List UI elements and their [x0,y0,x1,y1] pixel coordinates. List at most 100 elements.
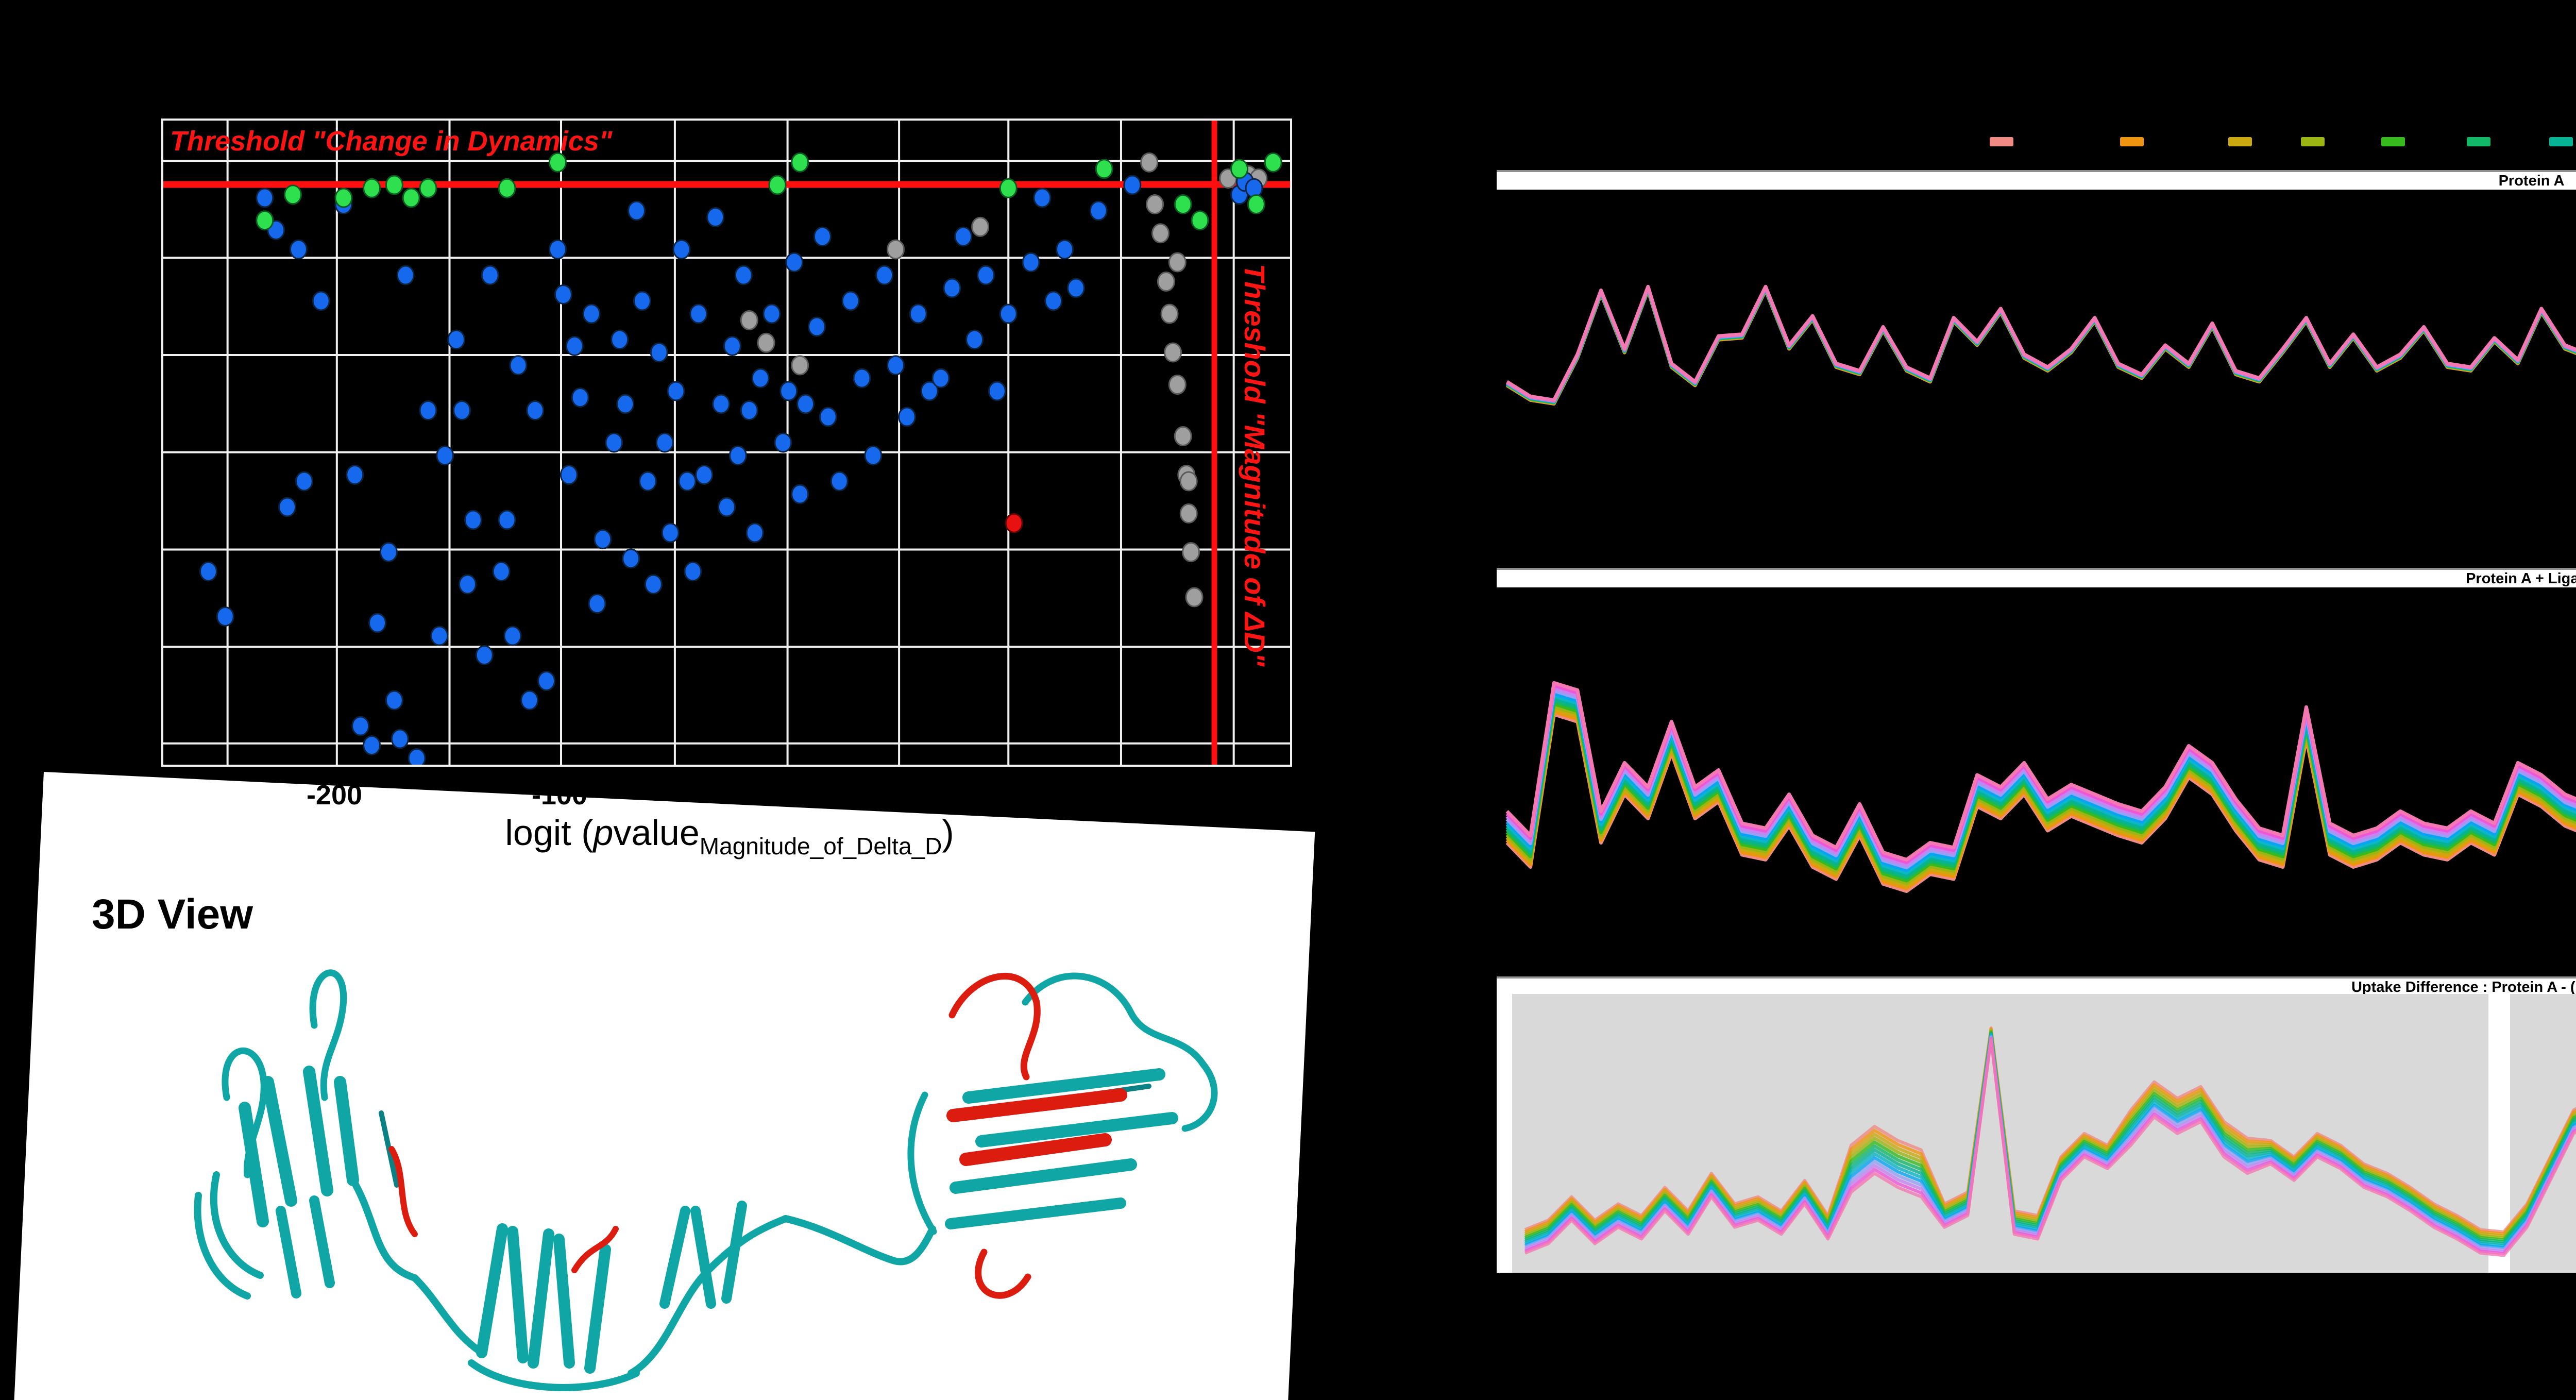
scatter-point-gray [1164,342,1182,363]
scatter-point-green [1095,159,1113,179]
scatter-point-blue [622,548,640,569]
volcano-svg [163,121,1290,765]
legend-timepoint-swatch [1990,137,2013,146]
scatter-point-blue [723,336,741,356]
legend-timepoint-swatch [2120,137,2144,146]
scatter-point-blue [633,291,651,311]
scatter-point-blue [661,522,680,543]
panel-c-titlebar: Uptake Difference : Protein A - (Protein… [1497,976,2576,996]
scatter-point-blue [520,690,539,711]
scatter-point-blue [875,265,894,285]
legend-timepoint-swatch [2467,137,2490,146]
scatter-point-blue [1066,278,1085,298]
panel-a-titlebar: Protein A [1497,170,2576,190]
protein-ribbon-segment [721,1201,747,1304]
scatter-point-blue [594,529,612,549]
scatter-point-blue [391,729,409,749]
scatter-point-blue [503,626,522,646]
scatter-point-blue [278,497,297,517]
protein-ribbon-segment [690,1206,716,1309]
scatter-point-green [334,188,353,208]
scatter-point-blue [740,400,758,420]
scatter-point-blue [419,400,437,420]
scatter-point-blue [807,316,826,337]
uptake-line [1506,287,2576,404]
uptake-line [1506,288,2576,405]
scatter-point-blue [509,355,528,376]
protein-ribbon-segment [309,969,347,1101]
scatter-point-blue [655,432,674,453]
scatter-point-gray [1179,503,1198,524]
scatter-point-blue [667,381,685,401]
protein-ribbon-segment [1022,972,1207,1068]
scatter-point-gray [1157,272,1175,292]
scatter-point-blue [864,445,883,466]
scatter-point-green [1247,194,1265,214]
uptake-line [1505,681,2576,862]
scatter-point-blue [560,465,578,485]
protein-ribbon-segment [907,1091,937,1235]
protein-ribbon-segment [528,1228,554,1369]
scatter-point-blue [650,342,668,363]
x-tick-neg100: -100 [531,780,588,811]
scatter-point-blue [1089,200,1108,221]
scatter-point-blue [841,291,860,311]
uptake-line [1506,288,2576,406]
protein-ribbon-segment [962,1068,1165,1104]
protein-ribbon-segment [388,1146,418,1237]
scatter-point-green [402,188,420,208]
scatter-point-green [768,175,787,195]
scatter-point-green [419,178,437,198]
scatter-point-blue [447,329,466,350]
uptake-line [1506,286,2576,403]
scatter-point-blue [346,465,364,485]
uptake-line [1506,288,2576,406]
scatter-point-gray [1160,303,1179,324]
uptake-line [1506,285,2576,403]
protein-ribbon-segment [1181,1060,1218,1132]
scatter-point-red [1005,513,1023,533]
axis-title-prefix: logit ( [505,813,594,853]
protein-ribbon-segment [945,1197,1126,1229]
scatter-point-green [498,178,516,198]
scatter-point-gray [1174,426,1192,446]
uptake-line [1524,1038,2576,1257]
protein-ribbon-segment [210,1171,264,1279]
scatter-point-gray [1140,152,1159,173]
scatter-point-blue [368,613,387,633]
scatter-point-gray [1168,252,1187,273]
scatter-point-green [284,184,302,205]
protein-ribbon-segment [334,1076,359,1186]
scatter-point-blue [819,407,837,427]
scatter-point-blue [430,626,449,646]
scatter-point-blue [1022,252,1040,273]
scatter-point-blue [605,432,623,453]
scatter-point-gray [740,310,758,330]
legend-timepoint-swatch [2228,137,2252,146]
panel-b-titlebar: Protein A + Ligand [1497,568,2576,587]
scatter-point-gray [971,216,990,237]
scatter-point-blue [216,606,234,627]
protein-ribbon-segment [276,1206,301,1298]
protein-ribbon-segment [476,1223,508,1358]
scatter-point-blue [644,574,663,595]
scatter-point-blue [199,561,217,582]
scatter-point-blue [734,265,753,285]
scatter-point-blue [965,329,984,350]
scatter-point-blue [745,522,764,543]
protein-ribbon-segment [584,1244,611,1374]
scatter-point-blue [887,355,905,376]
scatter-point-blue [909,303,927,324]
scatter-point-blue [616,394,635,414]
scatter-point-gray [1146,194,1164,214]
scatter-point-green [791,152,809,173]
scatter-point-blue [351,716,370,736]
protein-ribbon-segment [948,973,1041,1081]
scatter-point-blue [1044,291,1063,311]
scatter-point-blue [672,239,691,260]
protein-ribbon-segment [239,1102,269,1227]
protein-structure-viewport[interactable] [149,943,1345,1400]
scatter-point-blue [295,471,313,492]
scatter-point-blue [712,394,731,414]
scatter-point-blue [588,594,606,614]
